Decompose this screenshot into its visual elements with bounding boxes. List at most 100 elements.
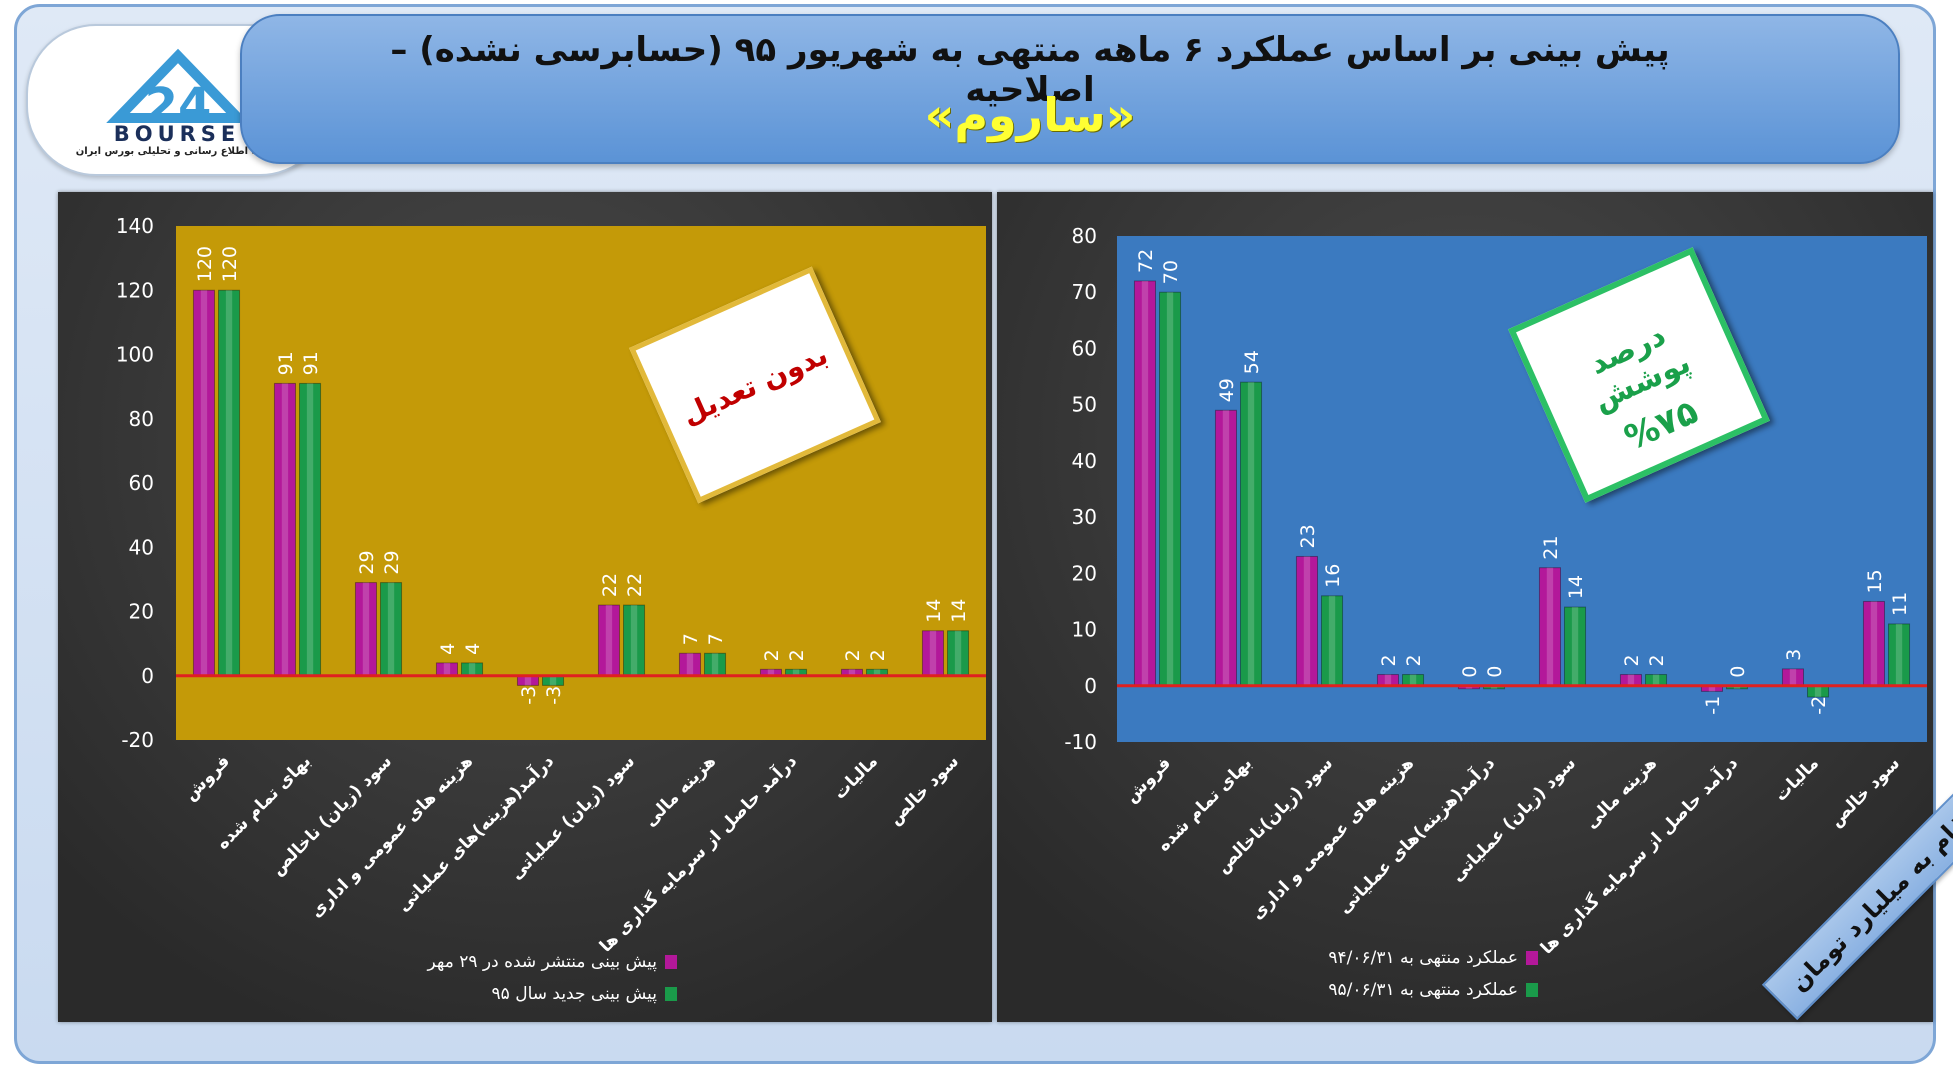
data-label: 3 xyxy=(1783,649,1805,661)
y-tick-label: 20 xyxy=(129,600,154,624)
y-tick-label: 140 xyxy=(116,214,154,238)
bar-highlight xyxy=(1303,556,1311,686)
y-tick-label: 60 xyxy=(1072,336,1097,360)
data-label: 16 xyxy=(1322,564,1344,588)
bar-highlight xyxy=(200,290,208,676)
bar-highlight xyxy=(1652,674,1660,686)
x-tick-label: فروش xyxy=(1121,753,1175,807)
legend-swatch-a xyxy=(665,955,677,969)
bar-highlight xyxy=(281,383,289,676)
data-label: 2 xyxy=(786,649,808,661)
data-label: 7 xyxy=(705,633,727,645)
bar-highlight xyxy=(524,675,532,686)
data-label: 14 xyxy=(923,599,945,623)
bar-highlight xyxy=(362,582,370,676)
data-label: 2 xyxy=(867,649,889,661)
y-tick-label: 30 xyxy=(1072,505,1097,529)
y-tick-label: 40 xyxy=(129,535,154,559)
data-label: -2 xyxy=(1808,696,1830,715)
bar-highlight xyxy=(1708,685,1716,692)
bar-highlight xyxy=(929,630,937,676)
right-bar-chart: 80706050403020100-1072492320212-13157054… xyxy=(1064,224,1927,959)
data-label: 4 xyxy=(462,643,484,655)
x-tick-label: سود خالص xyxy=(1826,753,1904,831)
bar-highlight xyxy=(1814,685,1822,698)
data-label: -3 xyxy=(543,686,565,705)
data-label: 2 xyxy=(761,649,783,661)
data-label: 120 xyxy=(194,246,216,282)
bar-highlight xyxy=(1247,382,1255,686)
y-tick-label: 70 xyxy=(1072,280,1097,304)
bar-highlight xyxy=(1141,280,1149,686)
data-label: 14 xyxy=(1565,575,1587,599)
y-tick-label: 100 xyxy=(116,343,154,367)
bar-highlight xyxy=(767,669,775,676)
plot-area xyxy=(1117,236,1927,742)
bar-highlight xyxy=(605,605,613,676)
y-tick-label: 10 xyxy=(1072,618,1097,642)
right-chart-panel: 80 70 60 50 40 30 20 10 0 -10 72 49 23 2 0 21 2 -1 3 15 70 54… xyxy=(997,192,1933,1022)
data-label: 21 xyxy=(1540,536,1562,560)
logo-wordmark: BOURSE xyxy=(113,122,241,146)
data-label: 2 xyxy=(1646,654,1668,666)
bar-highlight xyxy=(873,669,881,676)
legend-item-d: عملکرد منتهی به ۹۵/۰۶/۳۱ xyxy=(1328,980,1538,1000)
bar-highlight xyxy=(792,669,800,676)
bar-highlight xyxy=(630,605,638,676)
x-tick-label: هزینه های عمومی و اداری xyxy=(1248,753,1419,924)
y-tick-label: 120 xyxy=(116,278,154,302)
bar-highlight xyxy=(1222,410,1230,686)
x-tick-label: هزینه مالی xyxy=(1582,753,1661,832)
y-tick-label: 0 xyxy=(141,664,154,688)
bar-highlight xyxy=(443,662,451,676)
bar-highlight xyxy=(468,662,476,676)
bar-highlight xyxy=(1384,674,1392,686)
bar-highlight xyxy=(1409,674,1417,686)
bar-highlight xyxy=(1571,607,1579,686)
bar-highlight xyxy=(1166,292,1174,686)
data-label: 120 xyxy=(219,246,241,282)
bar-highlight xyxy=(1546,567,1554,686)
bar-highlight xyxy=(711,653,719,676)
bar-highlight xyxy=(686,653,694,676)
y-tick-label: 80 xyxy=(129,407,154,431)
data-label: 15 xyxy=(1864,569,1886,593)
data-label: 0 xyxy=(1484,666,1506,678)
legend-label-d: عملکرد منتهی به ۹۵/۰۶/۳۱ xyxy=(1328,980,1518,1000)
data-label: 11 xyxy=(1889,592,1911,616)
logo-tagline: پایگاه اطلاع رسانی و تحلیلی بورس ایران xyxy=(75,146,279,157)
legend-item-b: پیش بینی جدید سال ۹۵ xyxy=(492,984,677,1004)
y-tick-label: 80 xyxy=(1072,224,1097,248)
logo-numeral: 24 xyxy=(145,78,212,134)
data-label: 91 xyxy=(275,351,297,375)
data-label: 22 xyxy=(624,573,646,597)
data-label: 72 xyxy=(1135,249,1157,273)
bar-highlight xyxy=(1627,674,1635,686)
bar-highlight xyxy=(306,383,314,676)
data-label: 49 xyxy=(1216,378,1238,402)
data-label: 54 xyxy=(1241,350,1263,374)
data-label: 2 xyxy=(842,649,864,661)
data-label: 22 xyxy=(599,573,621,597)
data-label: 2 xyxy=(1621,654,1643,666)
x-tick-label: هزینه مالی xyxy=(641,751,720,830)
legend-label-c: عملکرد منتهی به ۹۴/۰۶/۳۱ xyxy=(1328,948,1518,968)
data-label: 91 xyxy=(300,351,322,375)
data-label: 2 xyxy=(1378,654,1400,666)
x-tick-label: مالیات xyxy=(830,751,882,803)
x-tick-label: هزینه های عمومی و اداری xyxy=(307,751,478,922)
legend-label-a: پیش بینی منتشر شده در ۲۹ مهر xyxy=(427,952,657,972)
bar-highlight xyxy=(1895,623,1903,686)
page-title: پیش بینی بر اساس عملکرد ۶ ماهه منتهی به … xyxy=(390,30,1670,110)
data-label: -1 xyxy=(1702,696,1724,715)
bar-highlight xyxy=(1870,601,1878,686)
data-label: 4 xyxy=(437,643,459,655)
data-label: 23 xyxy=(1297,524,1319,548)
data-label: 14 xyxy=(948,599,970,623)
y-tick-label: 20 xyxy=(1072,561,1097,585)
legend-item-c: عملکرد منتهی به ۹۴/۰۶/۳۱ xyxy=(1328,948,1538,968)
legend-swatch-b xyxy=(665,987,677,1001)
bar-highlight xyxy=(848,669,856,676)
bar-highlight xyxy=(954,630,962,676)
